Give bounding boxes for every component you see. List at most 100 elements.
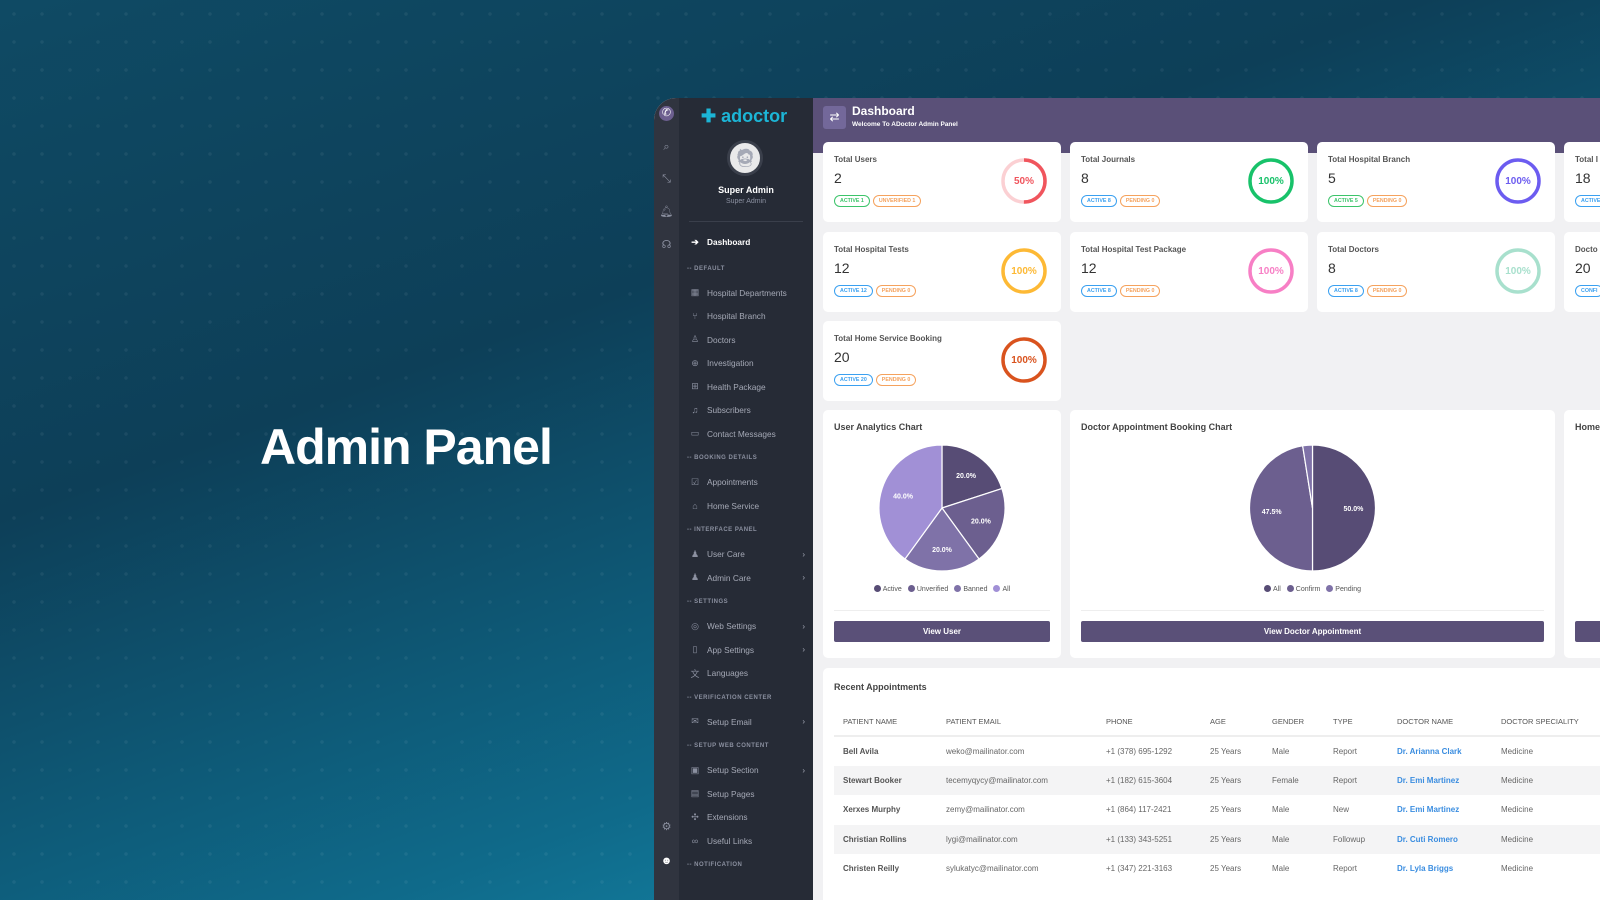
pie-slice-active — [941, 444, 1003, 509]
sidebar-item-useful-links[interactable]: ∞ Useful Links — [679, 829, 813, 853]
table-row[interactable]: Christen Reilly sylukatyc@mailinator.com +… — [834, 854, 1600, 884]
bell-icon: ♫ — [691, 405, 699, 416]
avatar[interactable]: 🧔︎ — [727, 140, 763, 176]
column-header[interactable]: TYPE — [1324, 708, 1388, 737]
legend-item[interactable]: All — [1264, 585, 1281, 593]
pie-slice-all — [878, 444, 943, 560]
headset-icon[interactable]: ☊ — [661, 239, 672, 251]
brand-logo[interactable]: ✚ adoctor — [701, 106, 788, 126]
sidebar-item-setup-section[interactable]: ▣ Setup Section › — [679, 759, 813, 783]
pie-label: 20.0% — [956, 473, 977, 480]
sidebar-item-label: Doctors — [707, 334, 736, 345]
stat-card-total-users[interactable]: Total Users 2 ACTIVE 1 UNVERIFIED 1 50% — [823, 142, 1061, 222]
terminal-icon: ▣ — [690, 764, 700, 775]
column-header[interactable]: AGE — [1201, 708, 1263, 737]
column-header[interactable]: PATIENT EMAIL — [937, 708, 1097, 737]
search-plus-icon: ⊕ — [691, 357, 699, 368]
settings-icon[interactable]: ⚙ — [661, 821, 672, 833]
compress-icon[interactable]: ⤡ — [662, 173, 671, 185]
view-doctor-appointment-button[interactable]: View Doctor Appointment — [1081, 621, 1544, 642]
column-header[interactable]: DOCTOR SPECIALITY — [1492, 708, 1600, 737]
table-cell: tecemyqycy@mailinator.com — [937, 765, 1097, 795]
sidebar-item-contact-messages[interactable]: ▭ Contact Messages — [679, 422, 813, 446]
table-row[interactable]: Stewart Booker tecemyqycy@mailinator.com +… — [834, 765, 1600, 795]
doctor-link[interactable]: Dr. Lyla Briggs — [1397, 864, 1454, 874]
column-header[interactable]: GENDER — [1263, 708, 1324, 737]
logo-icon[interactable]: ✆ — [659, 106, 674, 121]
status-badge: PENDING 0 — [875, 285, 917, 297]
table-cell: Medicine — [1492, 824, 1600, 854]
sidebar-item-setup-pages[interactable]: ▤ Setup Pages — [679, 782, 813, 806]
table-row[interactable]: Bell Avila weko@mailinator.com +1 (378) 69… — [834, 736, 1600, 766]
sidebar-item-dashboard[interactable]: ➔ Dashboard — [679, 228, 813, 256]
page-subtitle: Welcome To ADoctor Admin Panel — [852, 121, 958, 128]
sidebar-item-label: Contact Messages — [707, 428, 776, 439]
toggle-sidebar-button[interactable]: ⇄ — [823, 106, 846, 129]
sidebar-item-doctors[interactable]: ♙ Doctors — [679, 328, 813, 352]
legend-item[interactable]: Pending — [1326, 585, 1361, 593]
doctor-link[interactable]: Dr. Cuti Romero — [1388, 824, 1492, 854]
sidebar-item-home-service[interactable]: ⌂ Home Service — [679, 494, 813, 518]
stat-card-docto[interactable]: Docto 20 CONFI — [1564, 232, 1600, 312]
user-cog-icon: ♟ — [690, 572, 700, 583]
table-cell: New — [1333, 805, 1350, 815]
stat-card-total-journals[interactable]: Total Journals 8 ACTIVE 8 PENDING 0 100% — [1070, 142, 1308, 222]
table-cell: 25 Years — [1210, 746, 1242, 756]
sidebar-item-languages[interactable]: 文 Languages — [679, 662, 813, 686]
stat-card-total-doctors[interactable]: Total Doctors 8 ACTIVE 8 PENDING 0 100% — [1317, 232, 1555, 312]
avatar-icon[interactable]: ☻ — [660, 855, 673, 867]
user-edit-icon: ♟ — [690, 548, 700, 559]
legend-item[interactable]: Unverified — [907, 585, 948, 593]
sidebar-item-hospital-departments[interactable]: ▦ Hospital Departments — [679, 281, 813, 305]
status-badge: ACTIVE 8 — [1081, 285, 1117, 297]
pie-label: 40.0% — [893, 493, 914, 500]
doctor-link[interactable]: Dr. Emi Martinez — [1397, 805, 1460, 815]
table-cell: Male — [1263, 824, 1324, 854]
bell-icon[interactable]: 🔔︎ — [659, 206, 674, 218]
sidebar-item-user-care[interactable]: ♟ User Care › — [679, 543, 813, 567]
table-cell: 25 Years — [1210, 805, 1242, 815]
column-header[interactable]: DOCTOR NAME — [1388, 708, 1492, 737]
legend-item[interactable]: Banned — [954, 585, 987, 593]
sidebar-item-admin-care[interactable]: ♟ Admin Care › — [679, 566, 813, 590]
calendar-check-icon: ☑ — [690, 476, 700, 487]
sidebar-item-setup-email[interactable]: ✉ Setup Email › — [679, 710, 813, 734]
search-icon[interactable]: ⌕ — [663, 141, 670, 153]
stat-card-total-hospital-branch[interactable]: Total Hospital Branch 5 ACTIVE 5 PENDING … — [1317, 142, 1555, 222]
view-user-button[interactable]: View User — [834, 621, 1050, 642]
stat-card-total-i[interactable]: Total I 18 ACTIVE — [1564, 142, 1600, 222]
stat-card-total-home-service-booking[interactable]: Total Home Service Booking 20 ACTIVE 20 P… — [823, 321, 1061, 401]
mail-icon: ✉ — [691, 716, 699, 727]
column-header[interactable]: PATIENT NAME — [834, 708, 937, 737]
legend-item[interactable]: Confirm — [1286, 585, 1320, 593]
progress-ring: 100% — [999, 335, 1049, 385]
view-button[interactable] — [1575, 621, 1600, 642]
sidebar-item-health-package[interactable]: ⊞ Health Package — [679, 375, 813, 399]
sidebar-item-appointments[interactable]: ☑ Appointments — [679, 471, 813, 495]
doctor-link[interactable]: Dr. Arianna Clark — [1397, 746, 1462, 756]
stat-title: Total Hospital Tests — [834, 245, 909, 254]
sidebar-item-label: Home Service — [707, 500, 760, 511]
stat-card-total-hospital-tests[interactable]: Total Hospital Tests 12 ACTIVE 12 PENDING… — [823, 232, 1061, 312]
table-cell: Report — [1333, 746, 1358, 756]
table-cell: +1 (864) 117-2421 — [1106, 805, 1172, 815]
pie-label: 20.0% — [932, 547, 953, 554]
legend-item[interactable]: Active — [873, 585, 902, 593]
doctor-link[interactable]: Dr. Emi Martinez — [1388, 765, 1492, 795]
sidebar-item-subscribers[interactable]: ♫ Subscribers — [679, 399, 813, 423]
legend-item[interactable]: All — [993, 585, 1010, 593]
profile-name: Super Admin — [718, 185, 774, 195]
sidebar-item-extensions[interactable]: ✣ Extensions — [679, 806, 813, 830]
sidebar-item-web-settings[interactable]: ◎ Web Settings › — [679, 615, 813, 639]
chevron-right-icon: › — [802, 717, 805, 727]
table-row[interactable]: Xerxes Murphy zemy@mailinator.com +1 (864)… — [834, 795, 1600, 825]
column-header[interactable]: PHONE — [1097, 708, 1201, 737]
sidebar-item-hospital-branch[interactable]: ⑂ Hospital Branch — [679, 305, 813, 329]
table-cell: Male — [1272, 805, 1290, 815]
table-row[interactable]: Christian Rollins lygi@mailinator.com +1 (… — [834, 824, 1600, 854]
pie-slice-unverified — [941, 487, 1006, 560]
sidebar-item-investigation[interactable]: ⊕ Investigation — [679, 352, 813, 376]
sidebar-item-app-settings[interactable]: ▯ App Settings › — [679, 638, 813, 662]
pie-slice-all — [1311, 444, 1377, 572]
